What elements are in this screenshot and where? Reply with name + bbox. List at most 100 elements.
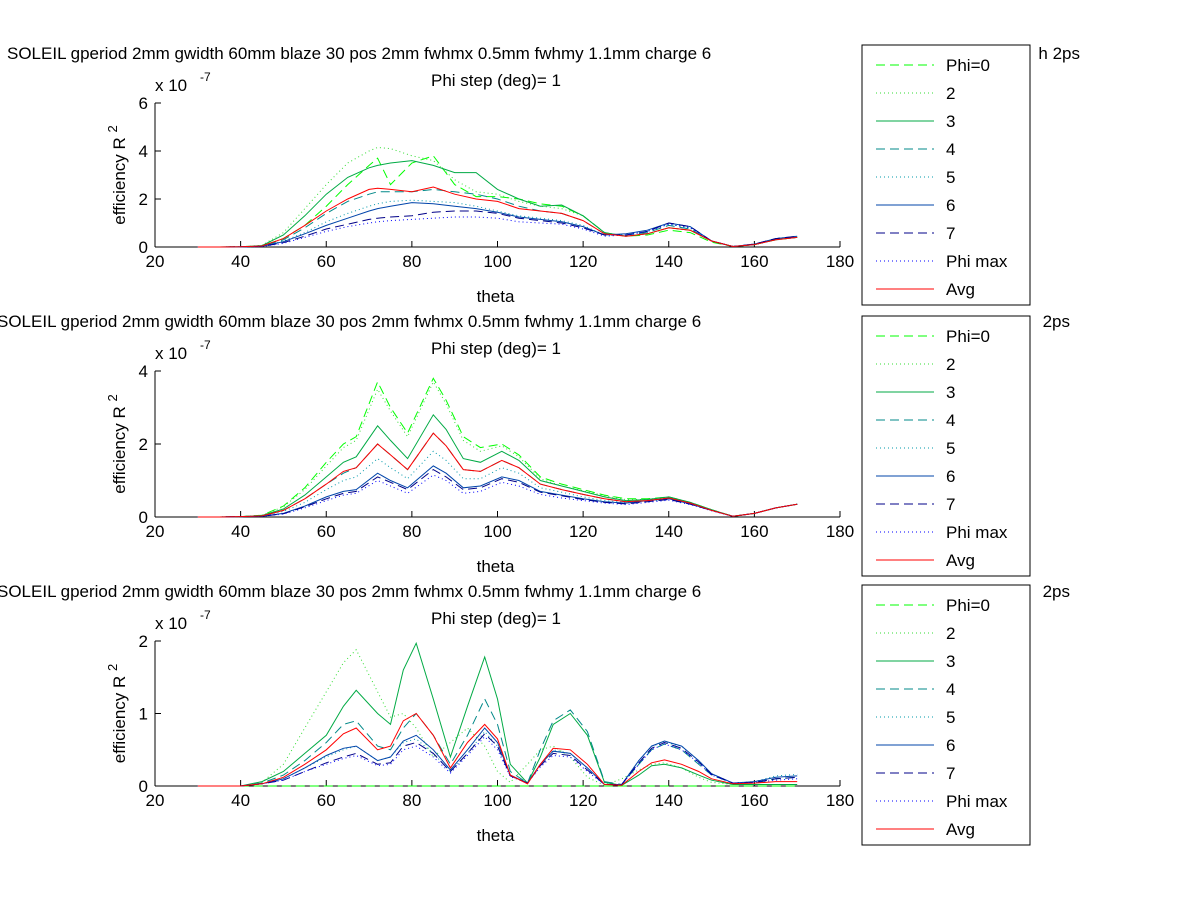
x-tick-label: 160 xyxy=(740,252,768,271)
x-tick-label: 140 xyxy=(655,252,683,271)
x-tick-label: 160 xyxy=(740,791,768,810)
plot-title: SOLEIL gperiod 2mm gwidth 60mm blaze 30 … xyxy=(0,312,701,331)
series-line-3 xyxy=(197,641,798,787)
series-line-4 xyxy=(197,697,798,787)
x-tick-label: 60 xyxy=(317,791,336,810)
x-tick-label: 120 xyxy=(569,791,597,810)
x-tick-label: 100 xyxy=(483,252,511,271)
series-line-avg xyxy=(197,712,798,787)
legend-box xyxy=(861,44,1031,306)
legend-label: Phi=0 xyxy=(946,56,990,75)
x-tick-label: 60 xyxy=(317,522,336,541)
legend-label: 5 xyxy=(946,439,955,458)
x-tick-label: 120 xyxy=(569,252,597,271)
legend-label: 6 xyxy=(946,736,955,755)
series-line-phi-max xyxy=(197,735,798,787)
plot-title-tail: 2ps xyxy=(1043,312,1070,331)
series-line-avg xyxy=(197,186,798,248)
legend-label: 6 xyxy=(946,196,955,215)
x-tick-label: 100 xyxy=(483,522,511,541)
legend-label: Phi max xyxy=(946,523,1008,542)
y-axis-label-exponent: 2 xyxy=(105,664,120,671)
legend-label: Phi max xyxy=(946,252,1008,271)
x-axis-label: theta xyxy=(477,826,515,845)
y-tick-label: 1 xyxy=(139,705,148,724)
legend-label: 2 xyxy=(946,624,955,643)
series-line-phi-max xyxy=(197,216,798,248)
plot-subtitle: Phi step (deg)= 1 xyxy=(431,71,561,90)
y-exponent-power: -7 xyxy=(200,70,211,84)
x-tick-label: 180 xyxy=(826,522,854,541)
legend-label: Avg xyxy=(946,820,975,839)
y-tick-label: 6 xyxy=(139,94,148,113)
x-tick-label: 40 xyxy=(231,522,250,541)
legend-label: 5 xyxy=(946,168,955,187)
x-tick-label: 20 xyxy=(146,252,165,271)
x-tick-label: 60 xyxy=(317,252,336,271)
x-tick-label: 80 xyxy=(402,252,421,271)
legend-label: 3 xyxy=(946,383,955,402)
plot-subtitle: Phi step (deg)= 1 xyxy=(431,609,561,628)
x-tick-label: 80 xyxy=(402,522,421,541)
legend-box xyxy=(861,584,1031,846)
legend-label: Avg xyxy=(946,280,975,299)
plot-title: SOLEIL gperiod 2mm gwidth 60mm blaze 30 … xyxy=(0,582,701,601)
x-axis-label: theta xyxy=(477,287,515,306)
y-exponent-power: -7 xyxy=(200,608,211,622)
legend-label: 7 xyxy=(946,764,955,783)
y-axis-label-exponent: 2 xyxy=(105,394,120,401)
series-line-avg xyxy=(197,432,798,518)
x-tick-label: 140 xyxy=(655,522,683,541)
subplot-2: SOLEIL gperiod 2mm gwidth 60mm blaze 30 … xyxy=(0,312,1070,577)
y-tick-label: 0 xyxy=(139,508,148,527)
x-tick-label: 120 xyxy=(569,522,597,541)
y-tick-label: 4 xyxy=(139,362,148,381)
legend-box xyxy=(861,315,1031,577)
x-tick-label: 80 xyxy=(402,791,421,810)
legend-label: Avg xyxy=(946,551,975,570)
series-line-7 xyxy=(197,468,798,518)
series-line-4 xyxy=(197,188,798,248)
y-exponent-base: x 10 xyxy=(155,614,187,633)
legend-label: 5 xyxy=(946,708,955,727)
subplot-1: SOLEIL gperiod 2mm gwidth 60mm blaze 30 … xyxy=(7,44,1080,306)
x-tick-label: 140 xyxy=(655,791,683,810)
y-tick-label: 2 xyxy=(139,435,148,454)
x-tick-label: 160 xyxy=(740,522,768,541)
series-line-6 xyxy=(197,727,798,787)
x-tick-label: 20 xyxy=(146,791,165,810)
plot-subtitle: Phi step (deg)= 1 xyxy=(431,339,561,358)
x-tick-label: 40 xyxy=(231,252,250,271)
x-tick-label: 20 xyxy=(146,522,165,541)
legend-label: 6 xyxy=(946,467,955,486)
x-axis-label: theta xyxy=(477,557,515,576)
legend-label: 3 xyxy=(946,112,955,131)
y-exponent-base: x 10 xyxy=(155,76,187,95)
legend-label: 3 xyxy=(946,652,955,671)
y-tick-label: 0 xyxy=(139,777,148,796)
legend-label: 4 xyxy=(946,140,955,159)
series-line-7 xyxy=(197,733,798,787)
y-axis-label-exponent: 2 xyxy=(105,125,120,132)
x-tick-label: 180 xyxy=(826,791,854,810)
series-line-2 xyxy=(197,380,798,518)
x-tick-label: 180 xyxy=(826,252,854,271)
plot-title-tail: 2ps xyxy=(1043,582,1070,601)
y-tick-label: 2 xyxy=(139,632,148,651)
x-tick-label: 40 xyxy=(231,791,250,810)
legend-label: 7 xyxy=(946,495,955,514)
legend-label: 4 xyxy=(946,680,955,699)
legend-label: Phi max xyxy=(946,792,1008,811)
legend-label: 7 xyxy=(946,224,955,243)
plot-title-tail: h 2ps xyxy=(1038,44,1080,63)
y-tick-label: 0 xyxy=(139,238,148,257)
legend-label: Phi=0 xyxy=(946,327,990,346)
y-exponent-power: -7 xyxy=(200,338,211,352)
legend-label: 2 xyxy=(946,355,955,374)
x-tick-label: 100 xyxy=(483,791,511,810)
y-exponent-base: x 10 xyxy=(155,344,187,363)
series-line-7 xyxy=(197,210,798,248)
legend-label: 2 xyxy=(946,84,955,103)
subplot-3: SOLEIL gperiod 2mm gwidth 60mm blaze 30 … xyxy=(0,582,1070,846)
